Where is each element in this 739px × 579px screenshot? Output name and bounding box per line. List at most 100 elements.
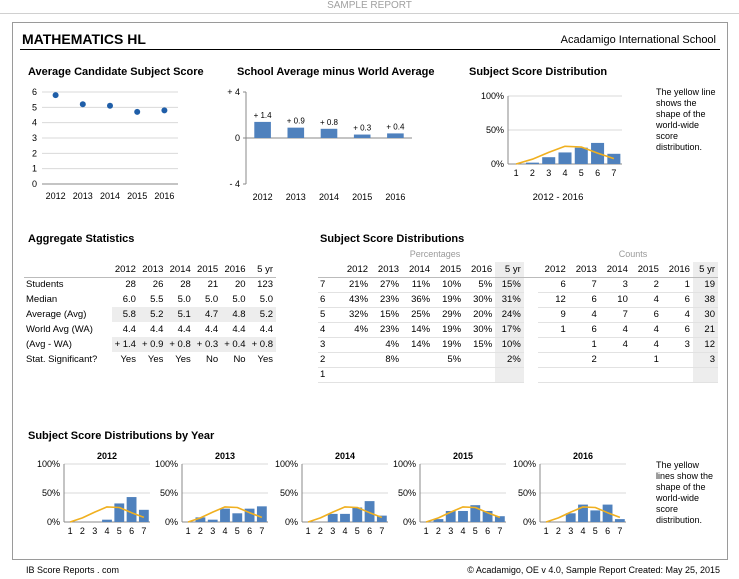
table-cell [537, 367, 569, 383]
table-row: 1 [318, 367, 718, 383]
bar-2015 [470, 505, 481, 522]
bar-2013 [256, 506, 267, 522]
avg-score-chart-title: Average Candidate Subject Score [28, 66, 204, 78]
y-tick-label: 0% [403, 517, 416, 527]
table-cell: Yes [147, 354, 164, 365]
bar [574, 147, 588, 164]
x-tick-label: 1 [424, 526, 429, 536]
y-tick-label: 4 [32, 118, 37, 128]
x-tick-label: 2015 [127, 191, 147, 201]
bar-2013 [195, 517, 206, 522]
table-cell: 5.0 [177, 294, 191, 305]
x-tick-label: 2014 [319, 192, 339, 202]
table-cell [537, 352, 569, 368]
table-cell: 4.4 [177, 324, 191, 335]
bar [542, 157, 556, 164]
aggregate-stats-title: Aggregate Statistics [28, 233, 135, 245]
y-tick-label: 50% [398, 488, 416, 498]
data-point [107, 102, 113, 109]
x-tick-label: 5 [235, 526, 240, 536]
table-cell: 17% [495, 322, 524, 338]
table-cell: 5% [464, 277, 496, 293]
table-cell: 4.7 [193, 307, 222, 322]
table-row: Students 28 26 28 21 20 123 [24, 277, 276, 292]
bar-2015 [433, 519, 444, 522]
table-cell: 14% [402, 322, 434, 338]
column-header: 2015 [630, 262, 662, 278]
y-tick-label: 0% [285, 517, 298, 527]
y-tick-label: 100% [513, 459, 536, 469]
x-tick-label: 2016 [154, 191, 174, 201]
table-cell: 21% [340, 277, 372, 293]
table-row: Median 6.0 5.5 5.0 5.0 5.0 5.0 [24, 292, 276, 307]
table-cell: 9 [537, 307, 569, 323]
table-row: 4 4% 23% 14% 19% 30% 17% 1 6 4 4 6 21 [318, 322, 718, 338]
bar [353, 134, 371, 138]
table-cell: 20% [464, 307, 496, 323]
world-curve-2016 [545, 506, 621, 523]
x-tick-label: 2 [318, 526, 323, 536]
table-cell [692, 367, 718, 383]
table-cell: 8% [371, 352, 403, 368]
bar-2016 [614, 519, 625, 522]
x-tick-label: 7 [141, 526, 146, 536]
table-cell: 25% [402, 307, 434, 323]
banner-divider [0, 13, 739, 14]
y-tick-label: 100% [275, 459, 298, 469]
table-cell: 3 [661, 337, 693, 353]
score-label: 3 [318, 337, 340, 353]
bar-2012 [114, 503, 125, 522]
x-tick-label: 2014 [100, 191, 120, 201]
table-cell [661, 352, 693, 368]
table-cell: 5.0 [232, 294, 246, 305]
table-cell: + 0.9 [138, 337, 167, 352]
table-cell: 30 [692, 307, 718, 323]
x-tick-label: 6 [129, 526, 134, 536]
table-cell: 5.1 [166, 307, 194, 322]
bar-2015 [482, 510, 493, 522]
table-cell: 15% [464, 337, 496, 353]
column-header: 2016 [464, 262, 496, 278]
y-tick-label: 3 [32, 133, 37, 143]
x-tick-label: 2 [556, 526, 561, 536]
y-tick-label: 1 [32, 164, 37, 174]
table-cell [464, 367, 496, 383]
table-cell [537, 337, 569, 353]
year-chart-title: 2015 [453, 451, 473, 461]
table-cell: 2 [630, 277, 662, 293]
x-tick-label: 1 [544, 526, 549, 536]
x-tick-label: 6 [367, 526, 372, 536]
score-label: 7 [318, 277, 340, 293]
column-header: 5 yr [692, 262, 718, 278]
table-cell: 30% [464, 292, 496, 308]
table-cell: 31% [495, 292, 524, 308]
x-tick-label: 5 [473, 526, 478, 536]
data-point [52, 92, 59, 99]
bar-2015 [494, 516, 505, 522]
table-cell: 4 [661, 307, 693, 323]
bar-2012 [102, 519, 112, 522]
year-chart-title: 2016 [573, 451, 593, 461]
bar-2014 [376, 515, 387, 522]
score-label: 1 [318, 367, 340, 383]
bar-2015 [458, 510, 468, 522]
table-cell [340, 337, 372, 353]
year-chart-title: 2012 [97, 451, 117, 461]
table-cell: 5.0 [259, 294, 273, 305]
x-tick-label: 1 [186, 526, 191, 536]
table-row: 3 4% 14% 19% 15% 10% 1 4 4 3 12 [318, 337, 718, 353]
table-cell: 21 [692, 322, 718, 338]
table-cell: 4 [599, 322, 631, 338]
x-tick-label: 4 [342, 526, 347, 536]
x-tick-label: 2013 [286, 192, 306, 202]
world-line-note: The yellow line shows the shape of the w… [656, 87, 716, 152]
score-label: 6 [318, 292, 340, 308]
table-cell: 24% [495, 307, 524, 323]
x-tick-label: 2013 [73, 191, 93, 201]
y-tick-label: + 4 [227, 87, 240, 97]
table-cell: 32% [340, 307, 372, 323]
x-tick-label: 7 [617, 526, 622, 536]
table-cell [630, 367, 662, 383]
score-distributions-table: 2012 2013 2014 2015 2016 5 yr 2012 2013 … [318, 262, 718, 383]
